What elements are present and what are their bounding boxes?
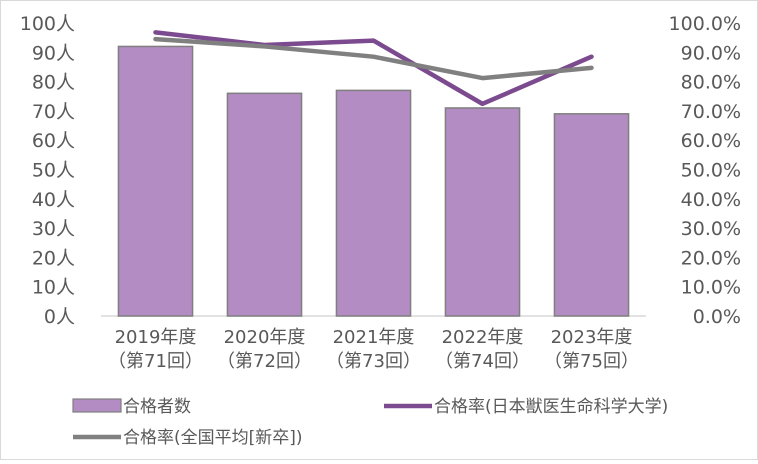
category-label: （第72回） (217, 351, 312, 372)
right-axis-ticks: 0.0% 10.0% 20.0% 30.0% 40.0% 50.0% 60.0% 70.0% 8… (669, 13, 741, 328)
legend-swatch (72, 398, 122, 413)
left-tick-label: 50人 (32, 160, 75, 182)
right-tick-label: 80.0% (681, 72, 741, 94)
left-axis-ticks: 0人 10人 20人 30人 40人 50人 60人 70人 80人 90人 100人 (20, 13, 75, 328)
category-label: （第71回） (108, 351, 203, 372)
right-tick-label: 40.0% (681, 189, 741, 211)
left-tick-label: 70人 (32, 101, 75, 123)
line-series (153, 30, 594, 107)
legend-label: 合格率(日本獣医生命科学大学) (434, 397, 668, 417)
left-tick-label: 60人 (32, 130, 75, 152)
series-line (153, 30, 594, 107)
category-label: （第75回） (544, 351, 639, 372)
left-tick-label: 40人 (32, 189, 75, 211)
category-label: 2020年度 (224, 327, 306, 348)
bar (444, 107, 521, 317)
legend: 合格者数 合格率(日本獣医生命科学大学) 合格率(全国平均[新卒]) (72, 397, 668, 448)
legend-label: 合格率(全国平均[新卒]) (123, 428, 303, 448)
left-tick-label: 0人 (44, 306, 75, 328)
bar (553, 113, 630, 317)
left-tick-label: 90人 (32, 42, 75, 64)
category-label: 2023年度 (551, 327, 633, 348)
category-label: 2021年度 (333, 327, 415, 348)
right-tick-label: 60.0% (681, 130, 741, 152)
right-tick-label: 30.0% (681, 218, 741, 240)
left-tick-label: 100人 (20, 13, 75, 35)
right-tick-label: 90.0% (681, 42, 741, 64)
right-tick-label: 50.0% (681, 160, 741, 182)
category-labels: 2019年度 （第71回） 2020年度 （第72回） 2021年度 （第73回） 2022… (108, 327, 639, 372)
category-label: 2022年度 (442, 327, 524, 348)
bar-series (117, 45, 630, 317)
right-tick-label: 100.0% (669, 13, 741, 35)
bar (117, 45, 194, 317)
category-label: 2019年度 (115, 327, 197, 348)
right-tick-label: 10.0% (681, 277, 741, 299)
bar (226, 92, 303, 317)
right-tick-label: 0.0% (693, 306, 741, 328)
left-tick-label: 10人 (32, 277, 75, 299)
right-tick-label: 20.0% (681, 247, 741, 269)
category-label: （第73回） (326, 351, 421, 372)
right-tick-label: 70.0% (681, 101, 741, 123)
bar (335, 89, 412, 317)
category-label: （第74回） (435, 351, 530, 372)
left-tick-label: 30人 (32, 218, 75, 240)
series-line (153, 36, 594, 81)
legend-label: 合格者数 (123, 397, 191, 417)
left-tick-label: 20人 (32, 247, 75, 269)
left-tick-label: 80人 (32, 72, 75, 94)
